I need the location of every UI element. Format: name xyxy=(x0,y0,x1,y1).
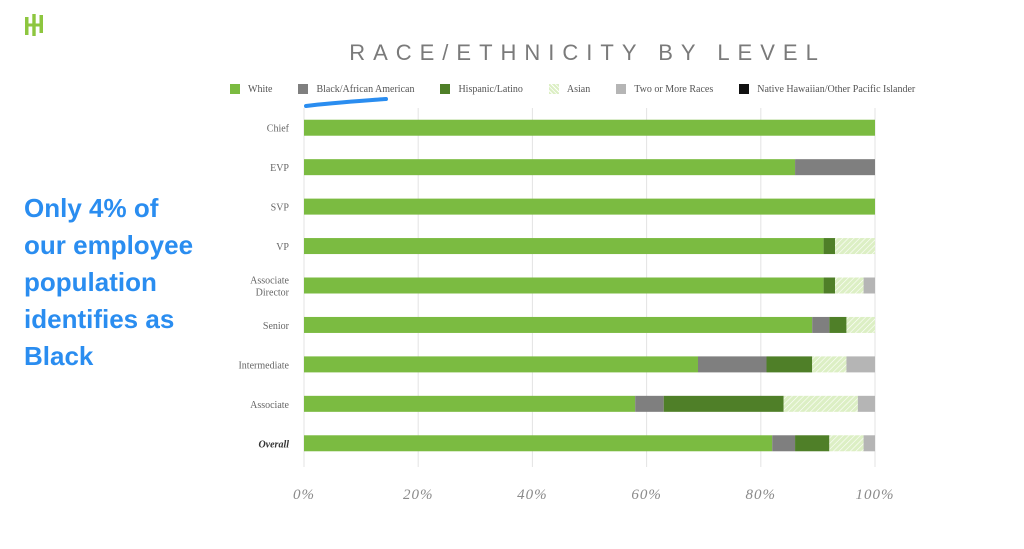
bar-segment xyxy=(304,238,824,255)
category-label-line: EVP xyxy=(270,163,289,174)
legend-label: Native Hawaiian/Other Pacific Islander xyxy=(757,83,916,95)
x-tick-label: 0% xyxy=(293,487,315,503)
bar-segment xyxy=(795,435,830,452)
legend-swatch xyxy=(739,84,750,94)
highlight-underline xyxy=(304,97,388,108)
annotation-callout: Only 4% of our employee population ident… xyxy=(24,190,224,375)
legend-label: Black/African American xyxy=(316,83,415,95)
legend-item: White xyxy=(230,84,272,95)
hh-logo-icon xyxy=(25,14,43,36)
bar-segment xyxy=(783,395,858,412)
legend-label: Hispanic/Latino xyxy=(458,83,523,95)
category-label-line: Senior xyxy=(263,321,290,332)
bar-segment xyxy=(863,435,875,452)
legend-swatch xyxy=(298,84,309,94)
category-label: VP xyxy=(276,242,289,253)
bar-segment xyxy=(829,316,847,333)
bar-segment xyxy=(795,159,875,176)
legend-swatch xyxy=(548,84,559,94)
annotation-line: Black xyxy=(24,341,94,371)
category-label: EVP xyxy=(270,163,289,174)
category-label-line: SVP xyxy=(271,203,290,214)
category-label: Chief xyxy=(267,124,290,135)
category-label: Overall xyxy=(258,439,289,450)
category-label-line: VP xyxy=(276,242,289,253)
bar-segment xyxy=(835,277,864,294)
bar-segment xyxy=(697,356,767,373)
x-tick-label: 100% xyxy=(856,487,895,503)
category-label: Intermediate xyxy=(238,360,289,371)
legend-swatch xyxy=(440,84,451,94)
bar-segment xyxy=(829,435,864,452)
category-label-line: Associate xyxy=(250,400,289,411)
bar-segment xyxy=(304,356,698,373)
x-tick-label: 20% xyxy=(403,487,434,503)
bar-segment xyxy=(846,356,875,373)
bar-segment xyxy=(846,316,875,333)
bar-segment xyxy=(304,395,636,412)
bar-segment xyxy=(766,356,813,373)
category-label-line: Associate xyxy=(250,276,289,287)
category-label-line: Director xyxy=(256,288,290,299)
bar-segment xyxy=(304,435,773,452)
legend-swatch xyxy=(230,84,240,94)
bar-segment xyxy=(635,395,664,412)
legend-item: Native Hawaiian/Other Pacific Islander xyxy=(739,84,915,95)
category-label-line: Intermediate xyxy=(238,360,289,371)
bar-segment xyxy=(835,238,875,255)
bar-segment xyxy=(304,277,824,294)
category-label: Associate xyxy=(250,400,289,411)
bar-segment xyxy=(304,316,813,333)
bar-segment xyxy=(857,395,875,412)
bar-segment xyxy=(304,198,875,215)
legend-label: White xyxy=(248,83,273,95)
legend-item: Two or More Races xyxy=(616,84,713,95)
legend-swatch xyxy=(616,84,627,94)
annotation-line: Only 4% of xyxy=(24,193,159,223)
bar-segment xyxy=(304,119,875,136)
x-tick-label: 60% xyxy=(631,487,662,503)
bar-segment xyxy=(663,395,784,412)
category-label: SVP xyxy=(271,203,290,214)
x-tick-label: 40% xyxy=(517,487,548,503)
category-label: Associate Director xyxy=(250,276,290,299)
annotation-line: our employee xyxy=(24,230,194,260)
legend-item: Asian xyxy=(548,83,591,95)
x-tick-label: 80% xyxy=(746,487,777,503)
chart-legend: White Black/African American Hispanic/Lati… xyxy=(230,81,990,97)
bar-segment xyxy=(812,356,847,373)
bar-segment xyxy=(863,277,875,294)
bar-segment xyxy=(304,159,796,176)
legend-label: Two or More Races xyxy=(634,83,714,95)
category-label-line: Overall xyxy=(258,439,289,450)
bar-segment xyxy=(812,316,830,333)
bar-segment xyxy=(772,435,796,452)
bar-segment xyxy=(823,277,836,294)
legend-label: Asian xyxy=(566,83,591,95)
category-label-line: Chief xyxy=(267,124,290,135)
annotation-line: population xyxy=(24,267,157,297)
legend-item: Hispanic/Latino xyxy=(440,83,523,95)
annotation-line: identifies as xyxy=(24,304,175,334)
category-label: Senior xyxy=(263,321,290,332)
legend-item: Black/African American xyxy=(298,84,414,95)
bar-segment xyxy=(823,238,836,255)
chart-title: RACE/ETHNICITY BY LEVEL xyxy=(349,40,826,65)
